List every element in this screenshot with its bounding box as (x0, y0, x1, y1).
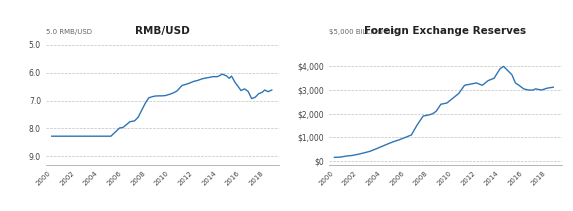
Text: $5,000 BILLION USD: $5,000 BILLION USD (328, 30, 399, 35)
Text: 5.0 RMB/USD: 5.0 RMB/USD (46, 30, 92, 35)
Title: RMB/USD: RMB/USD (135, 26, 190, 36)
Title: Foreign Exchange Reserves: Foreign Exchange Reserves (364, 26, 526, 36)
